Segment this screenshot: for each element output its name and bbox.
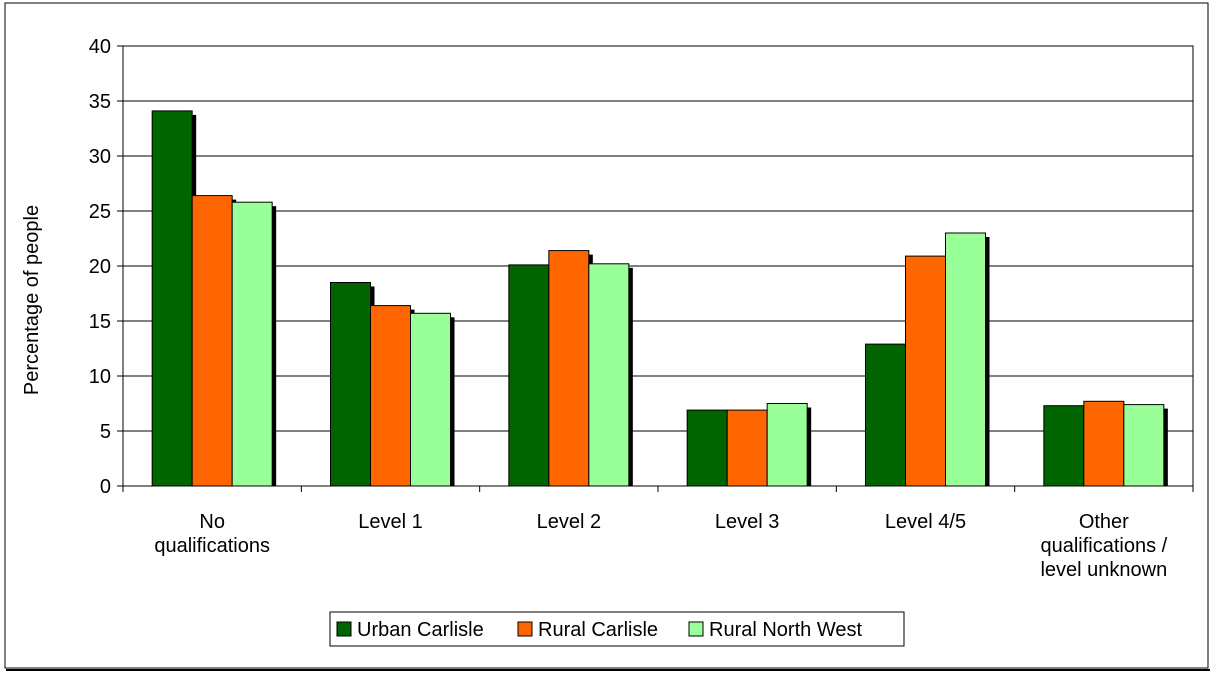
x-tick-label: Level 1 [358, 511, 423, 533]
plot-area: 0 5 10 15 20 25 30 35 40 No qualifications Level 1 L… [89, 36, 1194, 581]
bar-rural-north-west [231, 201, 273, 487]
bar-rural-carlisle [1083, 400, 1125, 487]
y-tick-label: 5 [100, 421, 111, 443]
bar-rural-carlisle [726, 409, 768, 487]
y-axis-title: Percentage of people [21, 205, 43, 395]
x-tick-label: No qualifications [154, 511, 270, 557]
y-tick-label: 30 [89, 146, 111, 168]
y-tick-label: 10 [89, 366, 111, 388]
bar-rural-carlisle [370, 305, 411, 487]
bar-rural-carlisle [548, 250, 590, 487]
legend-swatch [688, 621, 704, 637]
legend: Urban Carlisle Rural Carlisle Rural North … [329, 611, 905, 647]
y-tick-label: 15 [89, 311, 111, 333]
legend-swatch [336, 621, 352, 637]
bar-rural-north-west [1123, 404, 1165, 487]
bar-rural-north-west [766, 403, 808, 487]
x-tick-label: Level 4/5 [885, 511, 966, 533]
y-tick-label: 20 [89, 256, 111, 278]
bar-rural-carlisle [191, 195, 233, 487]
y-tick-label: 25 [89, 201, 111, 223]
legend-box [329, 611, 905, 647]
legend-label: Rural Carlisle [538, 619, 658, 641]
bar-rural-north-west [588, 263, 630, 487]
x-tick-label: Level 2 [537, 511, 602, 533]
bar-urban-carlisle [865, 343, 906, 487]
x-tick-label: Other qualifications / level unknown [1040, 511, 1167, 581]
bar-urban-carlisle [330, 282, 371, 487]
bar-rural-north-west [945, 232, 986, 487]
bar-urban-carlisle [1043, 405, 1085, 487]
x-tick-label: Level 3 [715, 511, 780, 533]
legend-label: Rural North West [709, 619, 862, 641]
bar-rural-carlisle [905, 255, 946, 487]
y-tick-label: 0 [100, 476, 111, 498]
bar-urban-carlisle [508, 264, 550, 487]
legend-swatch [517, 621, 533, 637]
legend-label: Urban Carlisle [357, 619, 484, 641]
y-tick-label: 35 [89, 91, 111, 113]
y-tick-label: 40 [89, 36, 111, 58]
bar-urban-carlisle [151, 110, 193, 487]
bar-rural-north-west [410, 312, 451, 487]
bar-urban-carlisle [686, 409, 728, 487]
